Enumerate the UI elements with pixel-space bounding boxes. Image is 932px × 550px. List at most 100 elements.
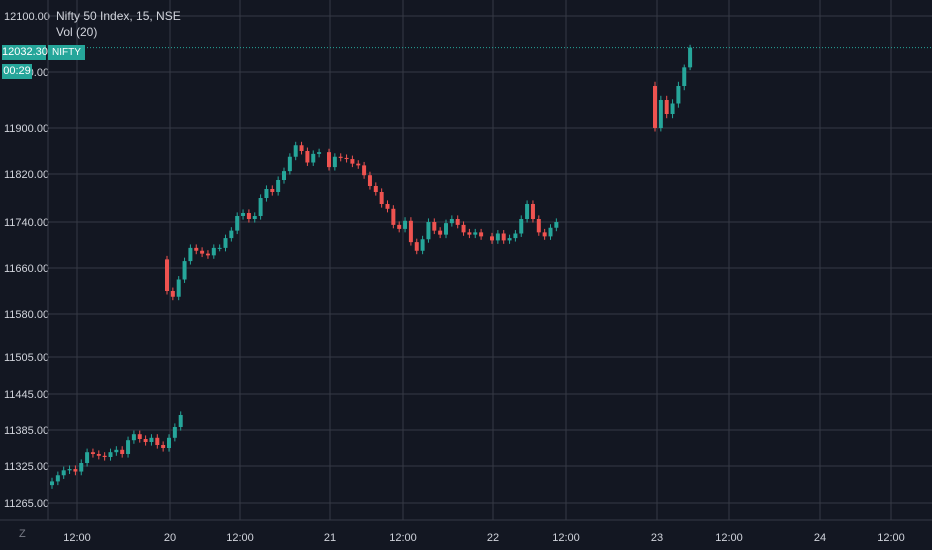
candle-body (548, 227, 553, 237)
candle-body (241, 213, 246, 216)
candle-body (449, 219, 454, 224)
candle-body (282, 171, 286, 180)
plot-area[interactable] (0, 0, 932, 520)
x-tick-label: 12:00 (389, 532, 417, 544)
candle-body (73, 469, 78, 472)
candle-body (200, 250, 205, 254)
candle-body (658, 100, 663, 128)
candle-body (525, 204, 530, 219)
candle-body (350, 159, 355, 164)
candle-body (143, 439, 148, 442)
candle-body (501, 233, 506, 241)
candle-body (126, 440, 131, 454)
last-price-tag: 12032.30 (2, 45, 48, 60)
candle-body (426, 222, 431, 240)
candle-body (137, 434, 142, 439)
candle-body (165, 259, 169, 291)
y-tick-label: 11900.00 (4, 123, 49, 135)
timezone-button[interactable]: Z (19, 528, 26, 540)
candle-body (688, 47, 693, 68)
candle-body (85, 452, 90, 463)
candle-body (495, 233, 500, 241)
x-tick-label: 21 (324, 532, 336, 544)
y-tick-label: 11445.00 (4, 389, 49, 401)
candle-body (205, 253, 210, 256)
y-tick-label: 11820.00 (4, 169, 49, 181)
symbol-tag: NIFTY (48, 45, 85, 60)
candle-body (120, 449, 125, 454)
candle-body (438, 230, 443, 235)
x-tick-label: 12:00 (715, 532, 743, 544)
y-tick-label: 12100.00 (4, 11, 50, 23)
candle-body (519, 219, 524, 234)
candle-body (432, 222, 437, 231)
candle-body (455, 219, 460, 225)
candle-body (397, 224, 402, 229)
candle-body (367, 175, 372, 186)
candle-body (293, 145, 298, 157)
candles (50, 44, 693, 489)
candle-body (554, 222, 559, 228)
candle-body (338, 156, 343, 158)
candle-body (55, 475, 60, 482)
y-tick-label: 11660.00 (4, 263, 49, 275)
grid-lines (48, 0, 932, 520)
x-tick-label: 12:00 (877, 532, 905, 544)
candle-body (50, 481, 54, 486)
candle-body (444, 223, 448, 235)
candle-body (362, 165, 367, 176)
candle-body (305, 151, 310, 163)
y-tick-label: 11505.00 (4, 352, 49, 364)
candle-body (172, 427, 177, 438)
candle-body (373, 186, 378, 192)
candle-body (536, 219, 541, 233)
candle-body (176, 279, 181, 297)
candle-body (67, 469, 72, 471)
candle-body (155, 437, 160, 445)
candle-body (490, 236, 494, 241)
candle-body (473, 232, 478, 235)
candle-body (178, 415, 183, 427)
candle-body (252, 216, 257, 219)
candle-body (161, 445, 166, 448)
candle-body (311, 153, 316, 163)
y-tick-label: 11385.00 (4, 425, 49, 437)
candle-body (403, 220, 408, 229)
symbol-title[interactable]: Nifty 50 Index, 15, NSE (56, 9, 181, 23)
candle-body (223, 238, 228, 248)
volume-indicator-label[interactable]: Vol (20) (56, 25, 98, 39)
candle-body (246, 213, 251, 219)
candle-body (653, 86, 657, 128)
candle-body (385, 204, 390, 209)
candle-body (235, 216, 240, 231)
candle-body (676, 86, 681, 104)
candle-body (467, 232, 472, 235)
candle-body (391, 208, 396, 225)
candle-body (188, 247, 193, 262)
candle-body (270, 189, 275, 192)
candle-body (356, 163, 361, 166)
candle-body (217, 247, 222, 249)
candle-body (258, 198, 263, 216)
candle-body (420, 239, 425, 251)
candle-body (182, 261, 187, 280)
candle-body (114, 449, 119, 453)
candle-body (327, 152, 331, 168)
x-tick-label: 22 (487, 532, 499, 544)
candle-body (682, 67, 687, 86)
candle-body (167, 437, 171, 448)
candle-body (61, 470, 66, 476)
bar-countdown-tag: 00:29 (2, 64, 32, 79)
candle-body (461, 224, 466, 233)
x-tick-label: 24 (814, 532, 826, 544)
y-tick-label: 11740.00 (4, 217, 49, 229)
x-tick-label: 12:00 (63, 532, 91, 544)
candle-body (379, 192, 384, 204)
x-tick-label: 20 (164, 532, 176, 544)
candle-body (287, 156, 292, 172)
candle-body (264, 189, 269, 198)
y-tick-label: 11325.00 (4, 461, 49, 473)
x-tick-label: 23 (651, 532, 663, 544)
candle-body (664, 100, 669, 114)
